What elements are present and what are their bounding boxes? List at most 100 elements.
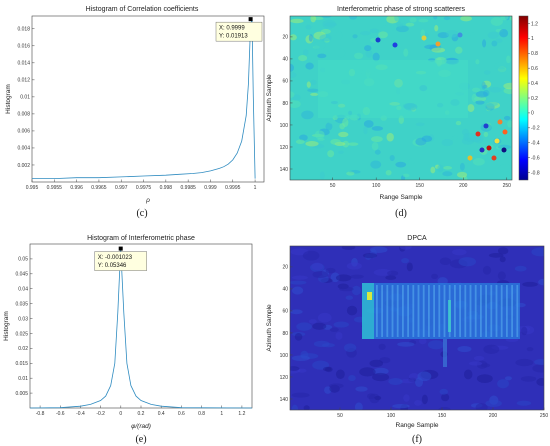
noise-cell	[397, 341, 415, 347]
scatterer-spot	[491, 155, 497, 161]
noise-cell	[441, 139, 453, 147]
chart-e-title: Histogram of Interferometric phase	[87, 235, 195, 242]
noise-cell	[290, 63, 294, 72]
noise-cell	[463, 369, 473, 380]
noise-cell	[328, 120, 336, 125]
noise-cell	[464, 133, 469, 141]
chart-c-datatip-y: Y: 0.01913	[219, 34, 248, 40]
noise-cell	[522, 281, 538, 287]
y-tick-label: 120	[280, 375, 289, 381]
noise-cell	[342, 118, 349, 128]
noise-cell	[348, 375, 356, 382]
chart-c-datatip-marker	[248, 17, 253, 22]
y-tick-label: 100	[280, 353, 289, 359]
noise-cell	[503, 82, 512, 90]
noise-cell	[335, 332, 343, 340]
noise-cell	[371, 126, 384, 131]
noise-cell	[354, 402, 363, 410]
noise-cell	[485, 399, 502, 408]
colorbar-tick-label: -0.4	[531, 141, 540, 147]
chart-c-yticks: 0.002 0.004 0.006 0.008 0.01 0.012 0.014 0.016 0…	[17, 27, 35, 169]
chart-f-target-stripes	[376, 285, 519, 337]
noise-cell	[347, 142, 359, 146]
y-tick-label: 100	[280, 123, 289, 129]
noise-cell	[344, 343, 357, 353]
noise-cell	[359, 367, 376, 377]
noise-cell	[503, 115, 511, 121]
noise-cell	[335, 369, 345, 379]
chart-e-datatip-y: Y: 0.05346	[98, 263, 127, 269]
colorbar-tick-label: 1.2	[531, 21, 538, 27]
y-tick-label: 40	[282, 287, 288, 293]
noise-cell	[419, 338, 427, 345]
colorbar-tick-label: 0.8	[531, 51, 538, 57]
noise-cell	[471, 93, 477, 103]
y-tick-label: 0.02	[18, 346, 28, 352]
chart-e-datatip-marker	[118, 246, 123, 251]
noise-cell	[305, 141, 319, 147]
x-tick-label: 0.9995	[225, 185, 241, 191]
x-tick-label: 0.8	[198, 411, 205, 417]
noise-cell	[443, 16, 451, 21]
noise-cell	[488, 86, 502, 93]
noise-cell	[352, 39, 358, 44]
noise-cell	[483, 70, 491, 75]
noise-cell	[312, 270, 329, 279]
noise-cell	[306, 81, 311, 88]
noise-cell	[421, 394, 428, 405]
x-tick-label: 0.2	[138, 411, 145, 417]
noise-cell	[290, 100, 301, 109]
x-tick-label: 1	[254, 185, 257, 191]
noise-cell	[418, 18, 429, 23]
target-stripe	[376, 285, 378, 337]
noise-cell	[387, 270, 399, 276]
caption-d: (d)	[395, 208, 407, 219]
noise-cell	[345, 295, 354, 300]
noise-cell	[352, 34, 358, 39]
chart-f-image	[290, 246, 544, 410]
noise-cell	[338, 150, 344, 154]
colorbar-tick-label: 0.2	[531, 96, 538, 102]
noise-cell	[363, 120, 374, 128]
noise-cell	[499, 29, 509, 38]
noise-cell	[467, 104, 475, 113]
chart-c-datatip: X: 0.9999 Y: 0.01913	[215, 17, 263, 42]
x-tick-label: 0.9965	[91, 185, 107, 191]
y-tick-label: 0.03	[18, 316, 28, 322]
noise-cell	[455, 120, 462, 126]
noise-cell	[471, 87, 481, 93]
y-tick-label: 0.015	[15, 361, 28, 367]
noise-cell	[290, 72, 297, 78]
y-tick-label: 60	[282, 309, 288, 315]
chart-f-xticks: 50 100 150 200 250	[337, 407, 548, 419]
chart-e-yticks: 0.005 0.01 0.015 0.02 0.025 0.03 0.035 0.04 0.04…	[15, 257, 33, 397]
noise-cell	[329, 383, 344, 389]
noise-cell	[431, 273, 438, 279]
chart-f-axes	[289, 245, 545, 411]
target-stripe	[412, 285, 415, 337]
y-tick-label: 20	[282, 265, 288, 271]
noise-cell	[509, 16, 512, 21]
noise-cell	[415, 122, 425, 127]
noise-cell	[373, 367, 389, 375]
x-tick-label: 200	[459, 183, 468, 189]
noise-cell	[335, 274, 352, 282]
y-tick-label: 80	[282, 101, 288, 107]
scatterer-spot	[479, 147, 485, 153]
y-tick-label: 20	[282, 35, 288, 41]
noise-cell	[291, 404, 299, 410]
target-stripe	[391, 285, 394, 337]
noise-cell	[399, 378, 415, 384]
scatterer-spot	[483, 123, 489, 129]
noise-cell	[314, 130, 325, 140]
noise-cell	[336, 48, 346, 58]
target-stripe	[454, 285, 456, 337]
noise-cell	[369, 28, 379, 34]
noise-cell	[310, 79, 317, 86]
scatterer-spot	[497, 119, 503, 125]
noise-cell	[497, 271, 506, 281]
target-stripe	[474, 285, 477, 337]
chart-c-series-line	[32, 19, 256, 180]
noise-cell	[491, 40, 498, 47]
y-tick-label: 80	[282, 331, 288, 337]
